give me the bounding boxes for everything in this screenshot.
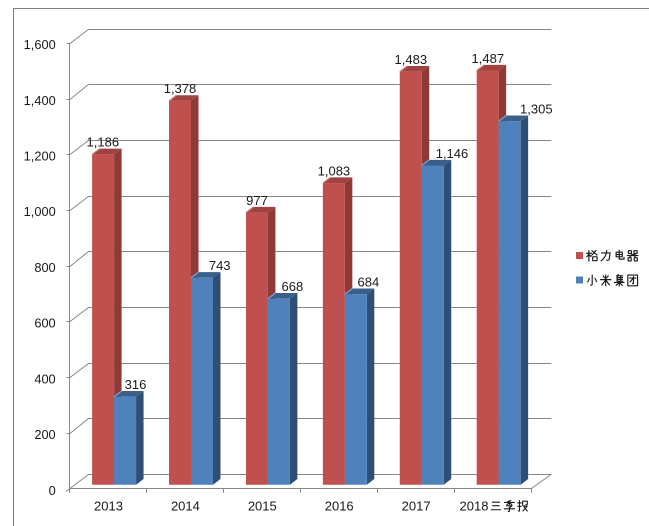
svg-text:1,146: 1,146 — [436, 146, 469, 161]
svg-text:0: 0 — [49, 483, 56, 498]
svg-text:316: 316 — [125, 377, 147, 392]
svg-text:1,378: 1,378 — [164, 81, 197, 96]
svg-text:1,200: 1,200 — [24, 149, 56, 164]
svg-text:1,483: 1,483 — [395, 52, 428, 67]
svg-text:200: 200 — [34, 427, 55, 442]
svg-text:977: 977 — [246, 193, 268, 208]
svg-text:2017: 2017 — [402, 499, 431, 514]
svg-text:1,400: 1,400 — [24, 93, 56, 108]
svg-text:668: 668 — [282, 279, 304, 294]
svg-text:1,305: 1,305 — [520, 102, 553, 117]
svg-text:1,487: 1,487 — [472, 51, 505, 66]
svg-text:1,600: 1,600 — [24, 37, 56, 52]
svg-text:684: 684 — [358, 275, 380, 290]
svg-text:2016: 2016 — [325, 499, 354, 514]
svg-text:800: 800 — [34, 260, 55, 275]
svg-text:1,186: 1,186 — [87, 135, 120, 150]
svg-text:600: 600 — [34, 316, 55, 331]
svg-text:2013: 2013 — [94, 499, 123, 514]
svg-text:2018: 2018 — [460, 499, 489, 514]
svg-text:1,083: 1,083 — [318, 163, 351, 178]
svg-text:743: 743 — [209, 258, 231, 273]
svg-text:400: 400 — [34, 371, 55, 386]
svg-text:1,000: 1,000 — [24, 204, 56, 219]
svg-text:2015: 2015 — [248, 499, 277, 514]
svg-text:2014: 2014 — [171, 499, 200, 514]
